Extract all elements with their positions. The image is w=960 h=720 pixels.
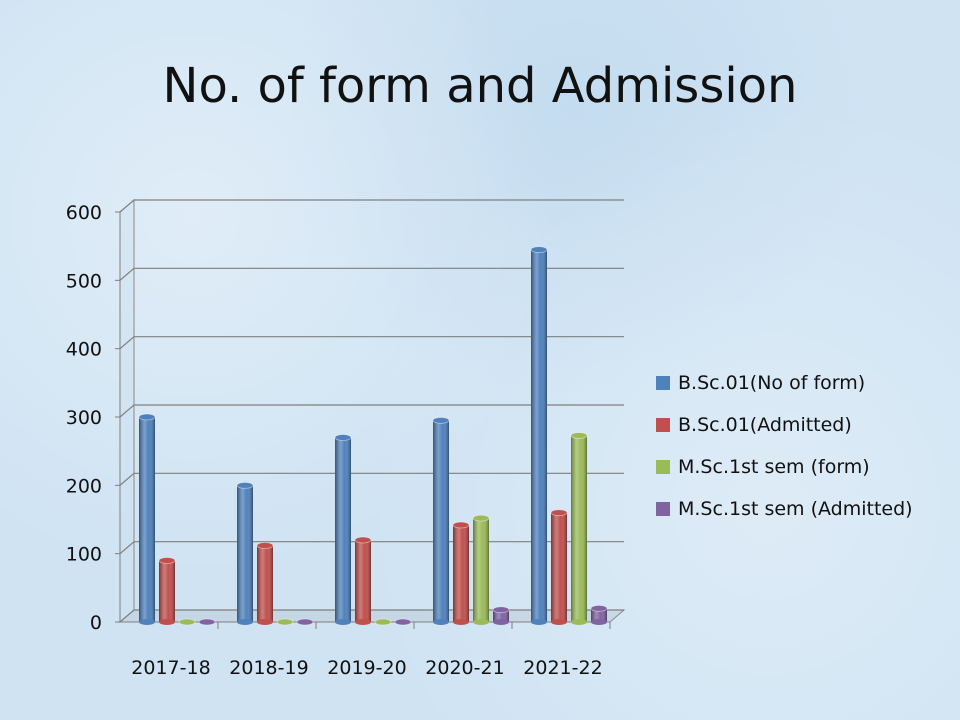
- bar-top: [138, 413, 156, 421]
- legend-label: B.Sc.01(No of form): [678, 372, 866, 394]
- bar-base: [335, 619, 351, 625]
- y-tick-label: 200: [66, 475, 102, 497]
- bar-top: [394, 618, 412, 626]
- x-tick-label: 2021-22: [523, 657, 602, 679]
- floor: [118, 609, 626, 623]
- gridline: [119, 541, 624, 555]
- gridline: [119, 267, 624, 281]
- bar-base: [159, 619, 175, 625]
- bar-base: [531, 619, 547, 625]
- bar-top: [354, 536, 372, 544]
- gridline: [119, 404, 624, 418]
- bar-shade: [591, 608, 607, 622]
- gridline: [119, 336, 624, 350]
- legend-swatch: [656, 418, 670, 432]
- bar-shade: [355, 540, 371, 622]
- bar-base: [257, 619, 273, 625]
- y-tick-label: 300: [66, 407, 102, 429]
- legend-label: M.Sc.1st sem (Admitted): [678, 498, 913, 520]
- bar-shade: [571, 435, 587, 622]
- legend-swatch: [656, 460, 670, 474]
- bar-top: [570, 432, 588, 439]
- x-tick-label: 2019-20: [327, 657, 406, 679]
- chart-title: No. of form and Admission: [162, 58, 798, 114]
- x-tick-label: 2017-18: [131, 657, 210, 679]
- bar-base: [473, 619, 489, 625]
- bar-top: [236, 481, 254, 489]
- y-tick-label: 600: [66, 202, 102, 224]
- legend-item: B.Sc.01(Admitted): [656, 404, 913, 446]
- bar-top: [158, 557, 176, 564]
- bar-base: [355, 619, 371, 625]
- bar-shade: [139, 417, 155, 622]
- bar-top: [550, 509, 568, 517]
- bar-base: [551, 619, 567, 625]
- legend: B.Sc.01(No of form) B.Sc.01(Admitted) M.Sc…: [656, 362, 913, 530]
- legend-label: M.Sc.1st sem (form): [678, 456, 870, 478]
- legend-item: B.Sc.01(No of form): [656, 362, 913, 404]
- y-tick-label: 100: [66, 544, 102, 566]
- bar-top: [472, 514, 490, 522]
- bar-base: [139, 619, 155, 625]
- bar-shade: [473, 518, 489, 622]
- bar-shade: [257, 545, 273, 622]
- bar-shade: [531, 249, 547, 623]
- bar-top: [178, 618, 196, 626]
- bar-shade: [453, 524, 469, 622]
- bar-top: [296, 618, 314, 626]
- bar-top: [492, 606, 510, 614]
- legend-item: M.Sc.1st sem (Admitted): [656, 488, 913, 530]
- legend-swatch: [656, 376, 670, 390]
- bar-top: [432, 417, 450, 424]
- bar-shade: [159, 560, 175, 622]
- gridline: [119, 199, 624, 213]
- bar-base: [433, 619, 449, 625]
- y-tick-label: 400: [66, 339, 102, 361]
- bar-shade: [551, 512, 567, 622]
- bar-base: [493, 619, 509, 625]
- bar-shade: [433, 420, 449, 622]
- x-tick-label: 2020-21: [425, 657, 504, 679]
- bar-base: [453, 619, 469, 625]
- bar-shade: [335, 437, 351, 622]
- bar-top: [374, 618, 392, 626]
- y-tick-label: 0: [90, 612, 102, 634]
- legend-item: M.Sc.1st sem (form): [656, 446, 913, 488]
- bar-base: [237, 619, 253, 625]
- bar-base: [591, 619, 607, 625]
- bar-top: [452, 521, 470, 529]
- bar-top: [590, 604, 608, 612]
- bar-shade: [237, 485, 253, 622]
- legend-swatch: [656, 502, 670, 516]
- bar-top: [530, 246, 548, 253]
- bar-base: [571, 619, 587, 625]
- legend-label: B.Sc.01(Admitted): [678, 414, 852, 436]
- bar-top: [276, 618, 294, 626]
- y-tick-label: 500: [66, 270, 102, 292]
- x-tick-label: 2018-19: [229, 657, 308, 679]
- bar-top: [198, 618, 216, 626]
- gridline: [119, 472, 624, 486]
- bar-top: [256, 542, 274, 549]
- bar-top: [334, 434, 352, 441]
